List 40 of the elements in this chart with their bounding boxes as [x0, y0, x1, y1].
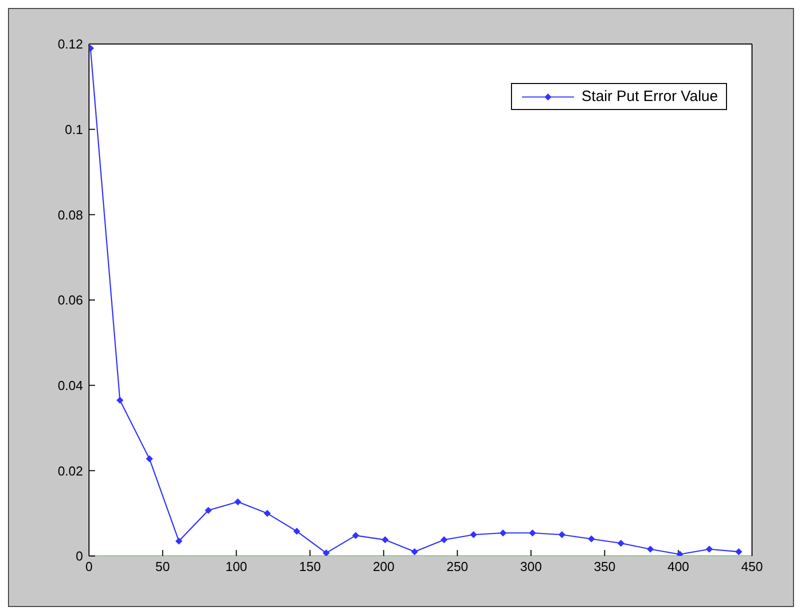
point — [352, 532, 360, 540]
y-tick-label: 0.12 — [58, 36, 83, 52]
point — [146, 455, 153, 462]
y-tick-label: 0.08 — [58, 207, 83, 222]
x-tick-label: 0 — [85, 559, 93, 574]
y-tick-label: 0.04 — [58, 378, 83, 393]
point — [617, 540, 624, 547]
x-tick-label: 100 — [225, 559, 248, 574]
x-tick-label: 300 — [520, 559, 542, 574]
point — [706, 546, 713, 553]
point — [676, 550, 684, 556]
x-tick-label: 50 — [155, 559, 170, 574]
y-tick-label: 0.06 — [58, 292, 83, 308]
point — [558, 531, 566, 538]
y-tick-label: 0.1 — [64, 122, 83, 137]
point — [234, 498, 242, 506]
point — [175, 538, 182, 545]
legend-label: Stair Put Error Value — [582, 88, 718, 105]
point — [470, 531, 478, 538]
point — [322, 550, 330, 556]
point — [116, 396, 124, 404]
point — [204, 506, 212, 514]
x-tick-label: 200 — [372, 559, 395, 574]
point — [293, 528, 300, 535]
point — [500, 529, 507, 536]
x-tick-label: 350 — [594, 559, 616, 574]
y-tick-label: 0 — [76, 548, 83, 564]
point — [528, 529, 536, 536]
y-tick-label: 0.02 — [58, 463, 83, 478]
x-tick-label: 150 — [299, 559, 321, 574]
x-tick-label: 400 — [667, 559, 690, 574]
x-tick-label: 450 — [741, 559, 763, 574]
x-tick-label: 250 — [446, 559, 468, 574]
point — [646, 546, 654, 553]
point — [735, 548, 742, 556]
point — [588, 535, 595, 542]
point — [411, 548, 418, 556]
point — [264, 510, 271, 517]
point — [382, 536, 389, 544]
point — [440, 536, 448, 544]
